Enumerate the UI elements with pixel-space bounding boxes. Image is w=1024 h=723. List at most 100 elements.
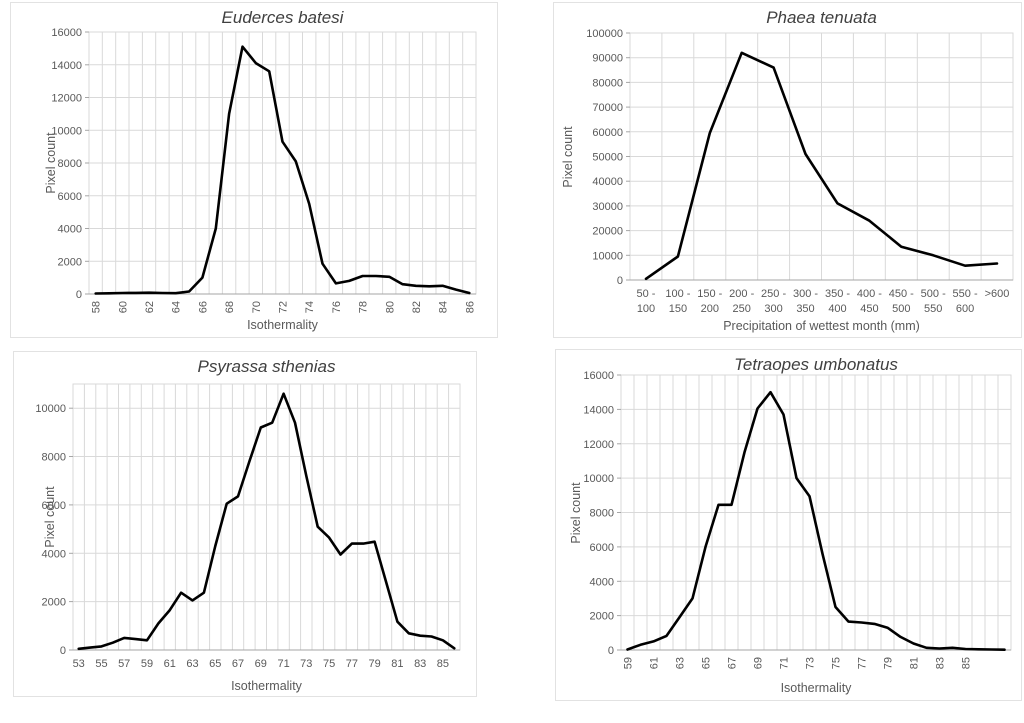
y-tick-label: 0 <box>76 289 82 301</box>
y-tick-label: 70000 <box>592 102 623 114</box>
x-tick-label: 73 <box>805 657 817 669</box>
x-tick-label: 250 - <box>761 288 786 300</box>
y-tick-label: 16000 <box>583 370 614 382</box>
x-tick-label: 60 <box>117 301 129 313</box>
x-tick-label: 81 <box>391 658 403 670</box>
x-axis-title: Isothermality <box>231 679 302 693</box>
x-tick-label: 50 - <box>637 288 656 300</box>
y-tick-label: 10000 <box>51 125 82 137</box>
x-tick-label: 57 <box>118 658 130 670</box>
data-line <box>77 392 456 651</box>
x-tick-label: 450 <box>860 303 878 315</box>
x-tick-label: 300 - <box>793 288 818 300</box>
y-tick-label: 10000 <box>583 473 614 485</box>
y-tick-label: 2000 <box>42 597 66 609</box>
y-tick-label: 10000 <box>592 250 623 262</box>
data-line <box>644 51 999 281</box>
y-tick-label: 0 <box>608 645 614 657</box>
chart-title: Tetraopes umbonatus <box>734 355 898 374</box>
x-tick-label: 350 - <box>825 288 850 300</box>
x-tick-label: 59 <box>141 658 153 670</box>
x-tick-label: 75 <box>323 658 335 670</box>
x-tick-label: 400 <box>828 303 846 315</box>
y-tick-label: 4000 <box>590 576 614 588</box>
x-tick-label: 66 <box>197 301 209 313</box>
data-line <box>626 390 1006 652</box>
x-tick-label: 150 - <box>697 288 722 300</box>
x-axis-title: Precipitation of wettest month (mm) <box>723 319 920 333</box>
y-tick-label: 100000 <box>586 28 623 40</box>
x-tick-label: 64 <box>171 301 183 313</box>
x-tick-label: 85 <box>961 657 973 669</box>
x-tick-label: 350 <box>796 303 814 315</box>
chart-title: Psyrassa sthenias <box>197 357 336 376</box>
x-tick-label: 71 <box>277 658 289 670</box>
x-tick-label: 63 <box>675 657 687 669</box>
y-tick-label: 16000 <box>51 27 82 39</box>
x-tick-label: 55 <box>95 658 107 670</box>
x-tick-label: 69 <box>255 658 267 670</box>
x-tick-label: 82 <box>411 301 423 313</box>
chart-canvas: 0 2000 4000 6000 8000 10000 53 55 57 59 61 63 65 67 69… <box>35 383 461 670</box>
x-tick-label: 200 - <box>729 288 754 300</box>
x-axis-title: Isothermality <box>780 681 852 695</box>
x-tick-label: 85 <box>437 658 449 670</box>
chart-panel-tetraopes-umbonatus: Tetraopes umbonatus Pixel count Isotherm… <box>555 349 1022 701</box>
x-tick-label: 77 <box>346 658 358 670</box>
x-tick-label: 71 <box>779 657 791 669</box>
y-tick-label: 2000 <box>58 256 82 268</box>
y-tick-label: 60000 <box>592 127 623 139</box>
x-tick-label: 84 <box>438 301 450 313</box>
x-tick-label: 400 - <box>857 288 882 300</box>
x-tick-label: 76 <box>331 301 343 313</box>
x-tick-label: 100 <box>637 303 655 315</box>
x-tick-label: 300 <box>764 303 782 315</box>
y-tick-label: 12000 <box>583 439 614 451</box>
chart-canvas: 0 2000 4000 6000 8000 10000 12000 14000 16000 58 6… <box>51 27 477 313</box>
x-tick-label: 500 <box>892 303 910 315</box>
x-tick-label: 58 <box>91 301 103 313</box>
y-tick-label: 4000 <box>42 548 66 560</box>
y-tick-label: 8000 <box>42 452 66 464</box>
x-tick-label: 53 <box>73 658 85 670</box>
chart-title: Euderces batesi <box>221 8 344 27</box>
x-tick-label: 500 - <box>921 288 946 300</box>
x-tick-label: 59 <box>623 657 635 669</box>
chart-panel-euderces-batesi: Euderces batesi Pixel count Isothermalit… <box>10 2 498 338</box>
y-tick-label: 14000 <box>51 60 82 72</box>
x-tick-label: 77 <box>857 657 869 669</box>
chart-panel-psyrassa-sthenias: Psyrassa sthenias Pixel count Isothermal… <box>13 351 477 697</box>
y-tick-label: 40000 <box>592 176 623 188</box>
y-tick-label: 90000 <box>592 53 623 65</box>
x-tick-label: 600 <box>956 303 974 315</box>
x-tick-label: 83 <box>935 657 947 669</box>
y-tick-label: 2000 <box>590 611 614 623</box>
x-tick-label: 65 <box>701 657 713 669</box>
y-tick-label: 4000 <box>58 224 82 236</box>
y-tick-label: 8000 <box>590 508 614 520</box>
x-tick-label: 250 <box>733 303 751 315</box>
x-tick-label: 72 <box>278 301 290 313</box>
y-tick-label: 20000 <box>592 226 623 238</box>
x-tick-label: 70 <box>251 301 263 313</box>
chart-title: Phaea tenuata <box>766 8 877 27</box>
x-tick-label: 79 <box>883 657 895 669</box>
x-tick-label: 65 <box>209 658 221 670</box>
x-tick-label: 80 <box>384 301 396 313</box>
x-tick-label: 86 <box>464 301 476 313</box>
x-axis-title: Isothermality <box>247 318 318 332</box>
chart-canvas: 0 10000 20000 30000 40000 50000 60000 70000 8000… <box>586 28 1014 315</box>
x-tick-label: 69 <box>753 657 765 669</box>
y-tick-label: 12000 <box>51 93 82 105</box>
x-tick-label: 75 <box>831 657 843 669</box>
y-tick-label: 10000 <box>35 403 66 415</box>
data-line <box>94 45 471 295</box>
x-tick-label: 62 <box>144 301 156 313</box>
x-tick-label: 61 <box>649 657 661 669</box>
x-tick-label: 73 <box>300 658 312 670</box>
y-tick-label: 6000 <box>590 542 614 554</box>
y-tick-label: 30000 <box>592 201 623 213</box>
x-tick-label: 550 - <box>953 288 978 300</box>
x-tick-label: >600 <box>985 288 1010 300</box>
